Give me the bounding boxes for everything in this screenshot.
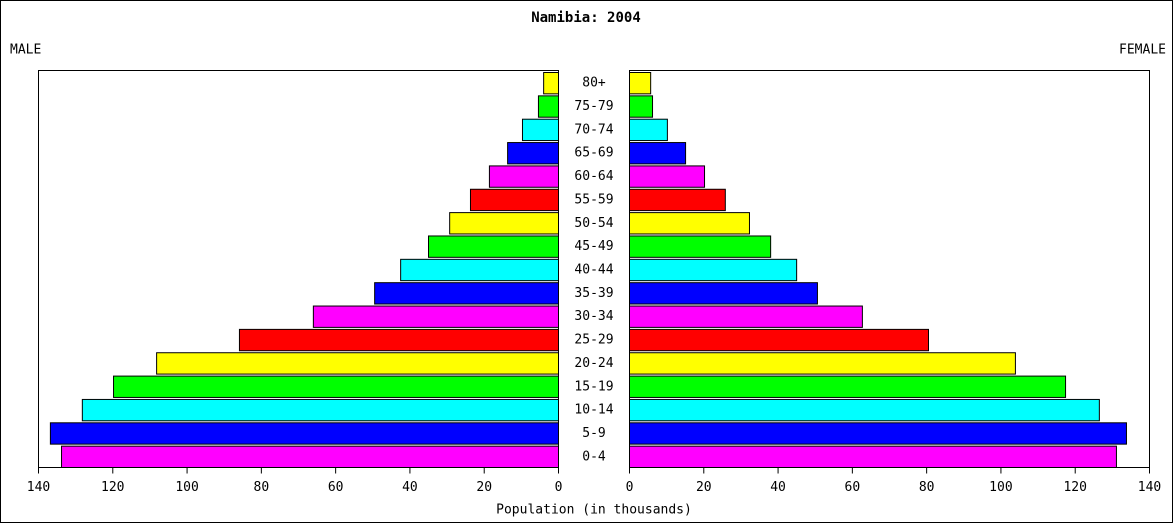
bar — [543, 72, 560, 95]
bar — [488, 165, 559, 188]
bar — [629, 422, 1127, 445]
right-label: FEMALE — [1119, 43, 1166, 58]
x-axis-label: Population (in thousands) — [496, 503, 692, 518]
x-tick-label: 40 — [770, 480, 786, 495]
x-tick-label: 120 — [101, 480, 124, 495]
bar — [521, 118, 560, 142]
bar — [629, 95, 654, 118]
bar — [629, 142, 687, 165]
category-label: 65-69 — [574, 146, 613, 161]
x-tick-label: 20 — [476, 480, 492, 495]
bar — [537, 95, 560, 118]
bar — [238, 328, 559, 352]
bar — [61, 445, 560, 469]
bar — [629, 72, 652, 95]
bar — [629, 235, 772, 258]
category-label: 70-74 — [574, 122, 613, 137]
category-label: 0-4 — [582, 449, 606, 464]
category-label: 20-24 — [574, 356, 613, 371]
bar — [156, 352, 559, 375]
category-label: 5-9 — [582, 426, 605, 441]
bar — [400, 258, 559, 282]
category-label: 15-19 — [574, 379, 613, 394]
bar — [449, 212, 559, 235]
bar — [629, 445, 1117, 469]
bar — [629, 305, 863, 328]
bar — [629, 352, 1016, 375]
x-tick-label: 100 — [175, 480, 198, 495]
x-tick-label: 60 — [845, 480, 861, 495]
x-tick-label: 120 — [1063, 480, 1086, 495]
x-tick-label: 80 — [919, 480, 935, 495]
bar — [629, 118, 668, 142]
category-label: 50-54 — [574, 216, 613, 231]
x-tick-label: 20 — [696, 480, 712, 495]
bar — [113, 375, 560, 398]
bar — [629, 328, 929, 352]
bar — [629, 258, 798, 282]
bar — [629, 188, 726, 212]
category-label: 45-49 — [574, 239, 613, 254]
x-tick-label: 80 — [254, 480, 270, 495]
bar — [629, 398, 1100, 422]
bar — [629, 165, 706, 188]
category-label: 30-34 — [574, 309, 613, 324]
bar — [507, 142, 560, 165]
category-label: 10-14 — [574, 403, 613, 418]
x-tick-label: 0 — [626, 480, 634, 495]
category-label: 60-64 — [574, 169, 613, 184]
x-tick-label: 40 — [402, 480, 418, 495]
bar — [374, 282, 559, 305]
category-label: 75-79 — [574, 99, 613, 114]
bar — [49, 422, 560, 445]
x-tick-label: 60 — [328, 480, 344, 495]
bar — [629, 282, 818, 305]
chart-title: Namibia: 2004 — [531, 10, 641, 26]
category-label: 25-29 — [574, 333, 613, 348]
bar — [629, 212, 750, 235]
bar — [469, 188, 560, 212]
bar — [81, 398, 559, 422]
category-label: 80+ — [582, 76, 606, 91]
x-tick-label: 100 — [989, 480, 1012, 495]
category-label: 40-44 — [574, 263, 613, 278]
x-tick-label: 140 — [27, 480, 50, 495]
category-label: 55-59 — [574, 192, 613, 207]
category-label: 35-39 — [574, 286, 613, 301]
left-label: MALE — [10, 43, 41, 58]
x-tick-label: 0 — [555, 480, 563, 495]
bar — [629, 375, 1067, 398]
bar — [312, 305, 559, 328]
x-tick-label: 140 — [1138, 480, 1161, 495]
bar — [428, 235, 559, 258]
